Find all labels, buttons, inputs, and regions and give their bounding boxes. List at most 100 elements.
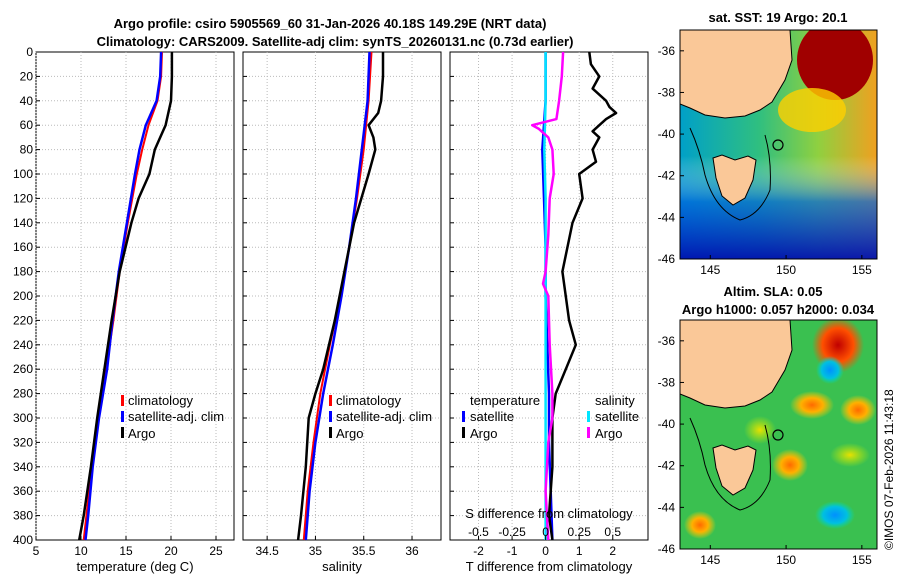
shelf-contour: [689, 127, 771, 221]
s-diff-tick-label: 0.25: [568, 525, 592, 539]
sst-map-frame: [679, 29, 878, 260]
legend-satellite-swatch: [121, 411, 124, 422]
y-tick-label: 340: [13, 460, 33, 474]
legend-s-argo-swatch: [587, 427, 590, 438]
figure-title-line1: Argo profile: csiro 5905569_60 31-Jan-20…: [114, 16, 547, 31]
y-tick-label: 40: [20, 94, 34, 108]
legend-salinity-title: salinity: [595, 393, 635, 408]
y-tick-label: 400: [13, 533, 33, 547]
x-tick-label: 25: [209, 544, 223, 558]
map-lat-tick-label: -36: [658, 334, 676, 348]
y-tick-label: 160: [13, 240, 33, 254]
y-tick-label: 200: [13, 289, 33, 303]
legend-t-argo-label: Argo: [470, 426, 497, 441]
legend-satellite-swatch: [329, 411, 332, 422]
map-lon-tick-label: 150: [776, 263, 796, 277]
x-tick-label: 0: [542, 544, 549, 558]
sla-map-title: Altim. SLA: 0.05: [724, 284, 823, 299]
y-tick-label: 80: [20, 143, 34, 157]
y-tick-label: 380: [13, 509, 33, 523]
x-tick-label: 2: [609, 544, 616, 558]
x-tick-label: 34.5: [255, 544, 279, 558]
salinity-panel: 34.5 35 35.5 36: [242, 51, 442, 558]
x-tick-label: 35.5: [352, 544, 376, 558]
y-tick-label: 0: [26, 45, 33, 59]
y-tick-label: 300: [13, 411, 33, 425]
legend-argo-swatch: [329, 427, 332, 438]
mainland-australia: [680, 30, 793, 119]
sla-argo-position-marker: [772, 429, 784, 441]
sla-map-frame: [679, 319, 878, 550]
map-lon-tick-label: 150: [776, 553, 796, 567]
t-difference-xlabel: T difference from climatology: [466, 559, 633, 574]
sst-warm-core: [797, 30, 873, 100]
map-lat-tick-label: -40: [658, 127, 676, 141]
y-tick-label: 20: [20, 69, 34, 83]
shelf-contour: [689, 417, 771, 511]
map-lon-tick-label: 145: [700, 263, 720, 277]
legend-climatology-label: climatology: [128, 393, 194, 408]
y-tick-label: 240: [13, 338, 33, 352]
map-lat-tick-label: -46: [658, 252, 676, 266]
temperature-panel: 0 20 40 60 80 100 120 140 160 180 200 220 240 260 280 3…: [13, 45, 235, 558]
legend-s-satellite-label: satellite: [595, 409, 639, 424]
mainland-australia: [680, 320, 793, 409]
figure-title-line2: Climatology: CARS2009. Satellite-adj cli…: [97, 34, 574, 49]
s-diff-tick-label: -0.5: [468, 525, 489, 539]
x-tick-label: 5: [33, 544, 40, 558]
sla-anomaly-blob: [815, 501, 855, 529]
sst-warm-eddy: [778, 88, 846, 132]
sla-anomaly-blob: [830, 443, 870, 467]
legend-t-argo-swatch: [462, 427, 465, 438]
s-diff-tick-label: -0.25: [498, 525, 526, 539]
x-tick-label: 10: [74, 544, 88, 558]
series-line-argo: [77, 52, 174, 541]
y-tick-label: 180: [13, 265, 33, 279]
x-tick-label: 20: [164, 544, 178, 558]
map-lat-tick-label: -46: [658, 542, 676, 556]
y-tick-label: 120: [13, 191, 33, 205]
sla-map: Altim. SLA: 0.05 Argo h1000: 0.057 h2000…: [658, 284, 878, 567]
x-tick-label: 15: [119, 544, 133, 558]
legend-satellite-label: satellite-adj. clim: [336, 409, 432, 424]
salinity-xlabel: salinity: [322, 559, 362, 574]
series-line-satellite-adj-clim: [84, 51, 163, 541]
y-tick-label: 360: [13, 484, 33, 498]
y-tick-label: 260: [13, 362, 33, 376]
map-lat-tick-label: -38: [658, 85, 676, 99]
sla-anomaly-blob: [744, 416, 776, 444]
x-tick-label: 1: [576, 544, 583, 558]
legend-climatology-swatch: [329, 395, 332, 406]
map-lat-tick-label: -44: [658, 210, 676, 224]
tasmania: [712, 154, 757, 206]
map-lon-tick-label: 155: [852, 263, 872, 277]
legend-s-argo-label: Argo: [595, 426, 622, 441]
s-difference-xlabel: S difference from climatology: [465, 506, 633, 521]
sst-map-title: sat. SST: 19 Argo: 20.1: [709, 10, 848, 25]
difference-legend: temperature satellite Argo salinity sate…: [462, 393, 639, 441]
imos-credit: ©IMOS 07-Feb-2026 11:43:18: [882, 389, 896, 550]
map-lat-tick-label: -42: [658, 169, 676, 183]
legend-argo-swatch: [121, 427, 124, 438]
legend-s-satellite-swatch: [587, 411, 590, 422]
map-lat-tick-label: -38: [658, 375, 676, 389]
sst-argo-position-marker: [772, 139, 784, 151]
legend-climatology-label: climatology: [336, 393, 402, 408]
legend-t-satellite-swatch: [462, 411, 465, 422]
x-tick-label: 36: [405, 544, 419, 558]
tasmania: [712, 444, 757, 496]
map-lon-tick-label: 155: [852, 553, 872, 567]
sla-anomaly-blob: [772, 449, 808, 481]
y-tick-label: 320: [13, 435, 33, 449]
legend-climatology-swatch: [121, 395, 124, 406]
series-line-argo: [296, 52, 385, 541]
map-lat-tick-label: -42: [658, 459, 676, 473]
sla-anomaly-blob: [790, 391, 834, 419]
sst-map: sat. SST: 19 Argo: 20.1 145 150 155 -36 -38 -…: [658, 10, 878, 277]
y-tick-label: 220: [13, 313, 33, 327]
temperature-xlabel: temperature (deg C): [76, 559, 193, 574]
legend-argo-label: Argo: [128, 426, 155, 441]
salinity-legend: climatology satellite-adj. clim Argo: [329, 393, 432, 441]
sla-anomaly-blob: [840, 395, 876, 425]
